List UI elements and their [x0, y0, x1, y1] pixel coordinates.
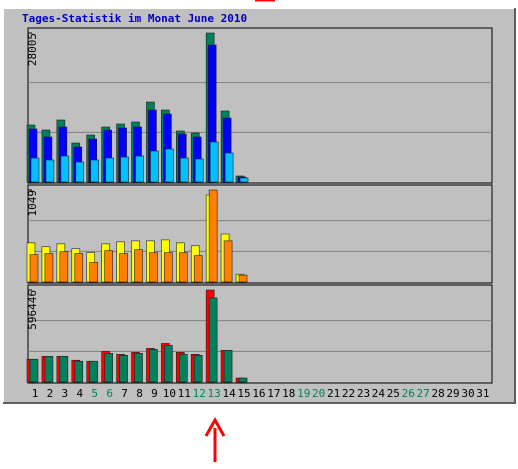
- bar: [89, 360, 99, 383]
- bar: [30, 157, 40, 183]
- x-tick-label: 6: [106, 387, 113, 400]
- bar: [150, 150, 159, 183]
- x-tick-label: 20: [312, 387, 325, 400]
- chart-title: Tages-Statistik im Monat June 2010: [22, 12, 247, 25]
- frame-bevel-dark: [3, 8, 516, 404]
- x-tick-label: 15: [237, 387, 250, 400]
- bar: [120, 156, 129, 183]
- x-tick-label: 31: [476, 387, 489, 400]
- x-tick-label: 26: [402, 387, 415, 400]
- bar: [238, 377, 248, 383]
- x-tick-label: 7: [121, 387, 128, 400]
- bar: [223, 240, 233, 283]
- bar: [224, 152, 234, 183]
- bar: [119, 354, 128, 383]
- x-tick-label: 22: [342, 387, 355, 400]
- x-tick-label: 19: [297, 387, 310, 400]
- bar: [208, 189, 218, 283]
- y-tick-label: 28005: [26, 33, 39, 66]
- arrow-head: [204, 416, 226, 437]
- x-tick-label: 5: [91, 387, 98, 400]
- bar: [165, 148, 174, 183]
- x-tick-label: 24: [372, 387, 386, 400]
- x-tick-label: 16: [252, 387, 265, 400]
- bar: [60, 155, 70, 183]
- bar: [59, 251, 69, 283]
- bar: [164, 252, 173, 283]
- bar: [89, 262, 99, 283]
- bar: [208, 297, 218, 383]
- x-tick-label: 13: [208, 387, 221, 400]
- x-tick-label: 21: [327, 387, 340, 400]
- frame-bevel-light: [2, 7, 515, 403]
- bar: [149, 252, 158, 283]
- bar: [134, 249, 143, 283]
- bar: [193, 354, 203, 383]
- bar: [119, 253, 128, 283]
- x-tick-label: 2: [47, 387, 54, 400]
- bar: [104, 353, 113, 383]
- x-tick-label: 12: [193, 387, 206, 400]
- bar: [238, 274, 248, 283]
- bar: [134, 353, 143, 383]
- x-tick-label: 17: [267, 387, 280, 400]
- bar: [179, 252, 188, 283]
- x-tick-label: 28: [431, 387, 444, 400]
- bar: [193, 255, 203, 283]
- bar: [149, 349, 158, 383]
- x-tick-label: 30: [461, 387, 474, 400]
- bar: [44, 355, 54, 383]
- x-tick-label: 27: [417, 387, 430, 400]
- bar: [135, 155, 144, 183]
- x-tick-label: 18: [282, 387, 295, 400]
- bar: [45, 159, 55, 183]
- bar: [75, 161, 85, 183]
- x-tick-label: 25: [387, 387, 400, 400]
- bar: [90, 159, 100, 183]
- bar: [29, 254, 39, 283]
- bar: [223, 350, 233, 383]
- bar: [29, 358, 39, 383]
- bar: [179, 354, 188, 383]
- bar: [44, 253, 54, 283]
- x-tick-label: 9: [151, 387, 158, 400]
- bar: [209, 141, 219, 183]
- bar: [104, 250, 113, 283]
- y-tick-label: 1049: [26, 190, 39, 217]
- bar: [105, 157, 114, 183]
- x-tick-label: 14: [222, 387, 236, 400]
- x-tick-label: 1: [32, 387, 39, 400]
- y-tick-label: 596446: [26, 290, 39, 330]
- x-tick-label: 23: [357, 387, 370, 400]
- bar: [74, 360, 84, 383]
- x-tick-label: 3: [62, 387, 69, 400]
- x-tick-label: 11: [178, 387, 191, 400]
- bar: [164, 345, 173, 383]
- bar: [239, 177, 249, 183]
- bar: [194, 158, 204, 183]
- x-tick-label: 4: [76, 387, 83, 400]
- x-tick-label: 29: [446, 387, 459, 400]
- x-tick-label: 8: [136, 387, 143, 400]
- bar: [74, 253, 84, 283]
- bar: [180, 157, 189, 183]
- x-tick-label: 10: [163, 387, 176, 400]
- bar: [59, 355, 69, 383]
